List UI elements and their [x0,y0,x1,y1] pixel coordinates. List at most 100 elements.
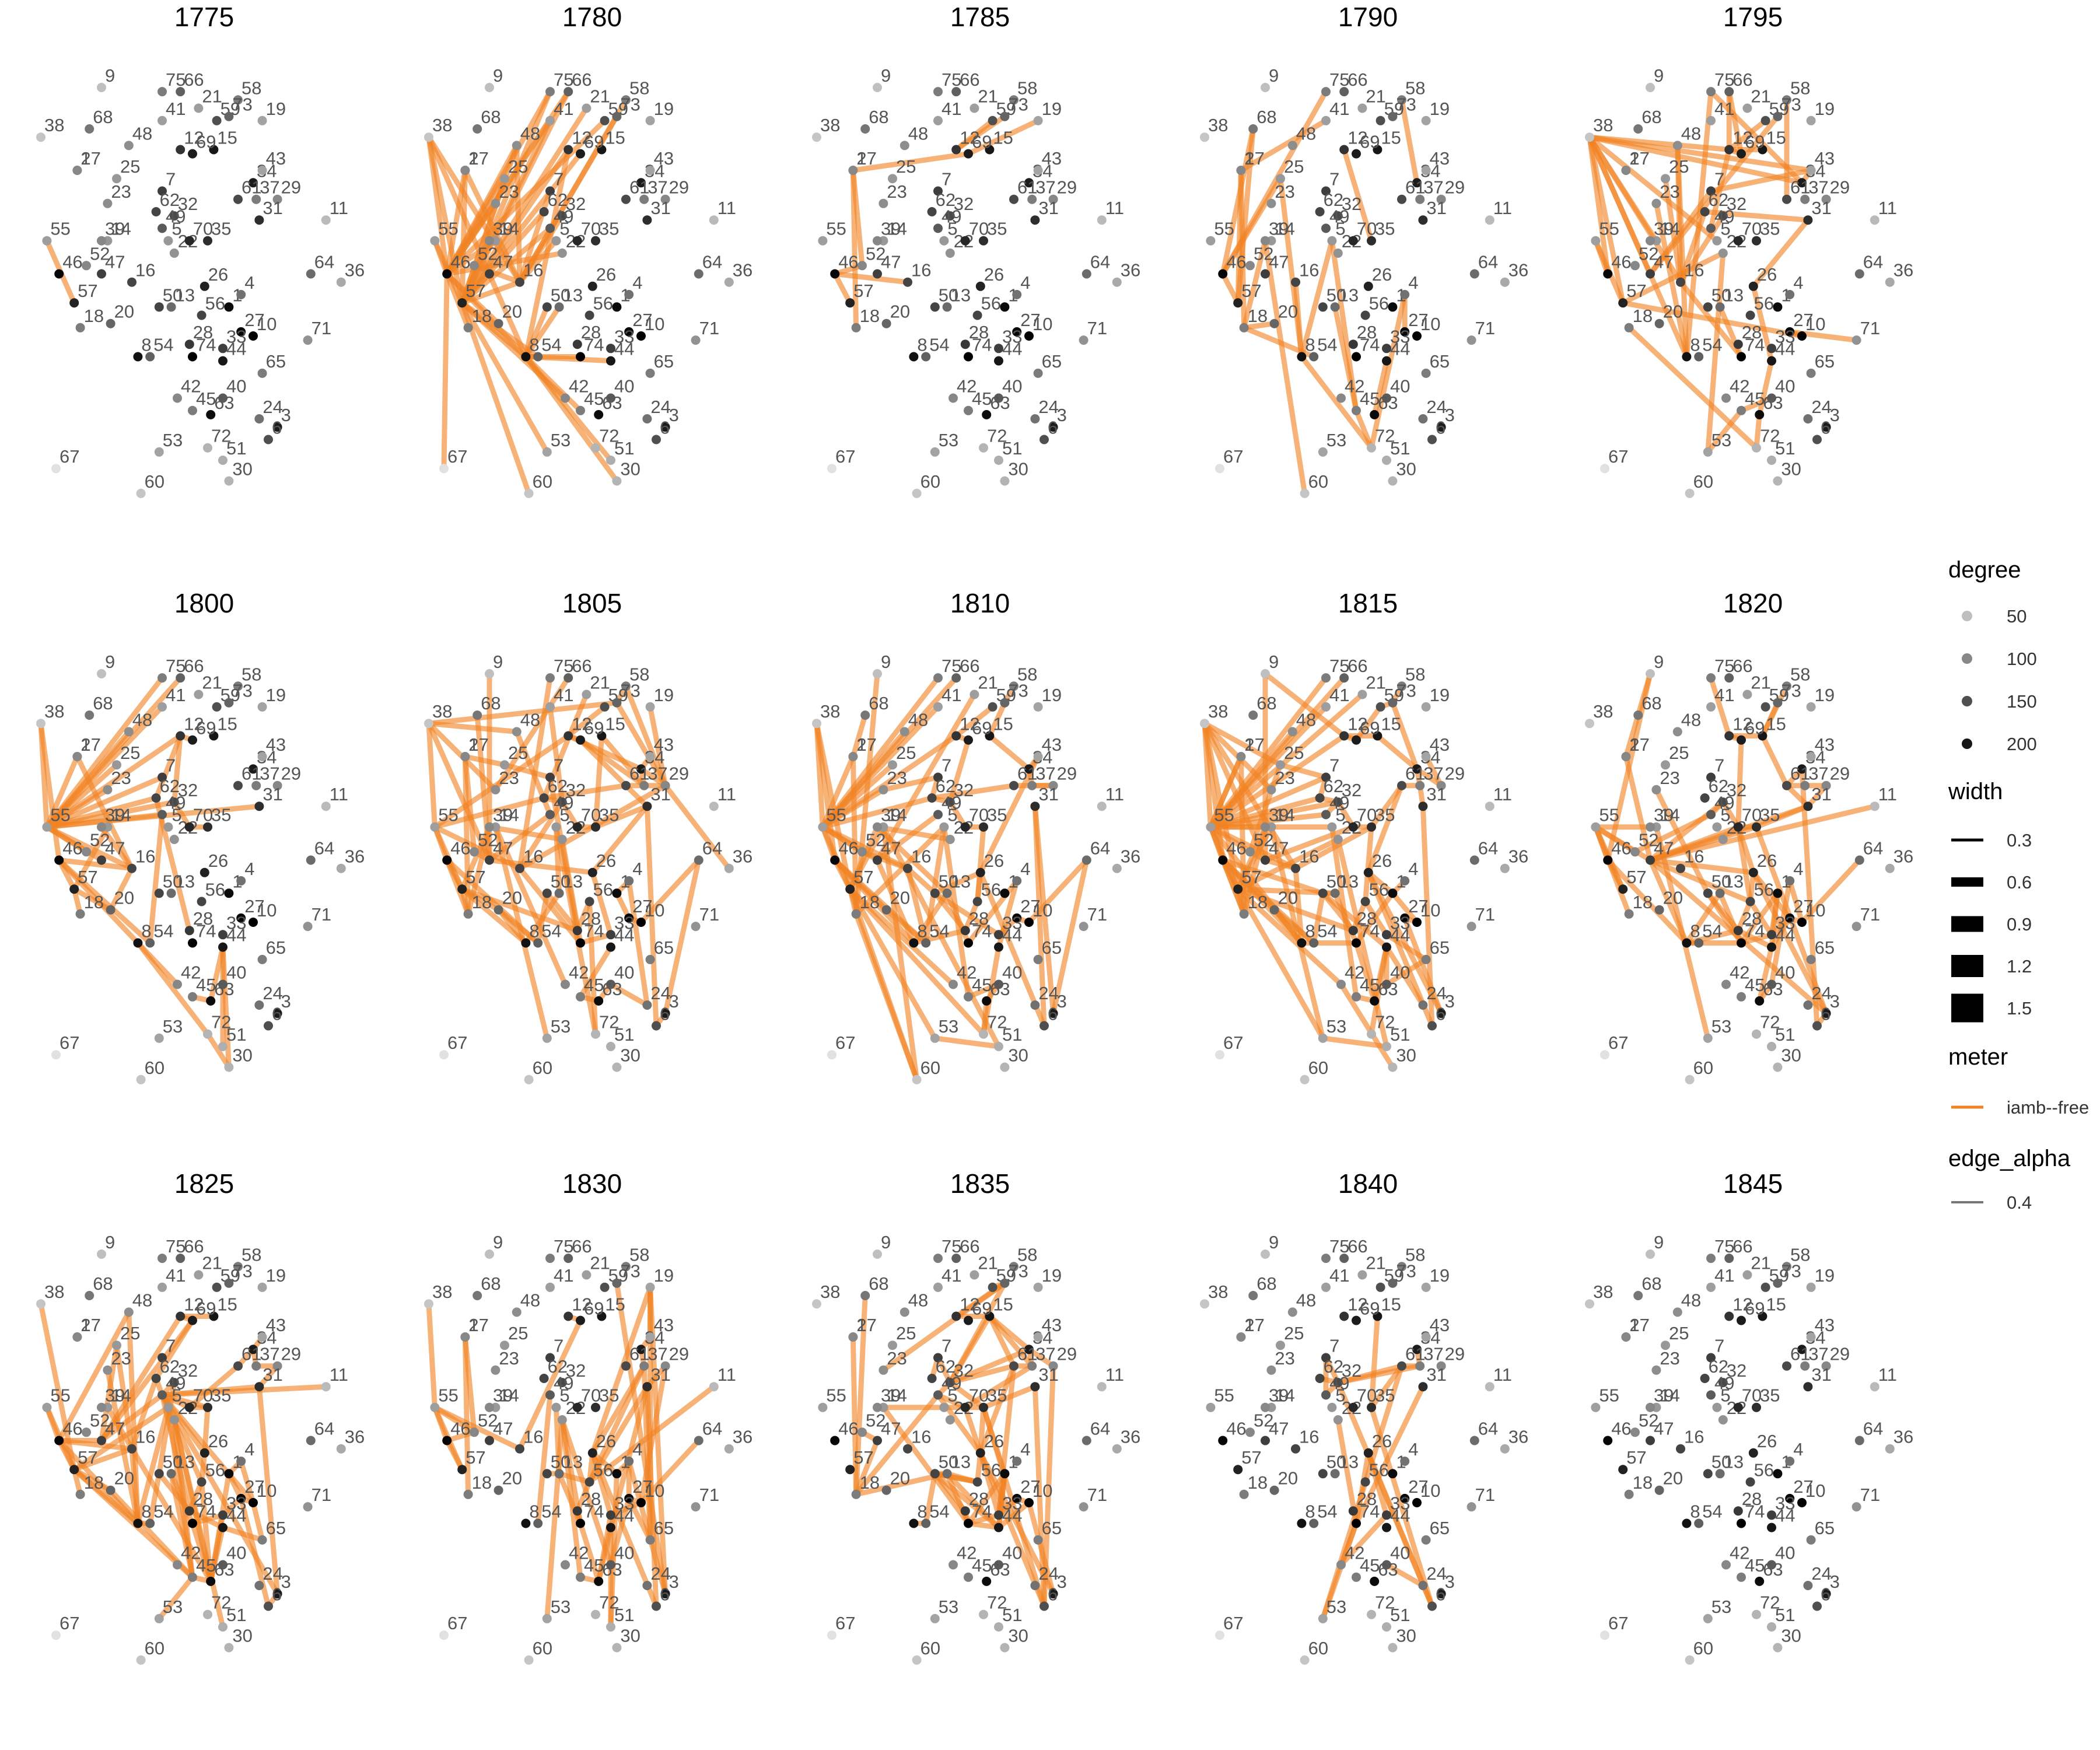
node-label-55: 55 [50,1385,70,1406]
nodes: 1234567891011121314151617181920212223242… [812,652,1140,1084]
node-label-46: 46 [62,1419,82,1439]
node-label-23: 23 [887,1348,907,1368]
node-29 [1436,780,1446,790]
node-24 [642,1000,652,1010]
node-8 [521,938,531,948]
node-label-61: 61 [1790,1344,1810,1364]
node-label-29: 29 [281,177,301,198]
node-label-19: 19 [1042,1265,1062,1286]
node-label-45: 45 [972,975,992,995]
node-label-74: 74 [972,335,992,355]
node-label-66: 66 [184,69,204,90]
node-41 [933,702,943,712]
node-label-55: 55 [438,1385,458,1406]
node-label-11: 11 [1493,1364,1512,1385]
node-37 [1027,780,1037,790]
node-35 [1752,236,1761,246]
node-65 [257,368,267,378]
node-55 [1591,236,1601,246]
node-63 [1755,410,1765,419]
node-label-29: 29 [1445,1344,1465,1364]
node-label-36: 36 [1121,846,1140,867]
node-label-17: 17 [856,734,876,755]
node-label-30: 30 [1008,1045,1028,1066]
node-label-36: 36 [345,846,365,867]
edge-46-52 [832,262,865,276]
node-label-37: 37 [1808,177,1828,198]
edge-24-4 [626,878,650,1008]
edge-47-26 [487,858,596,876]
node-32 [169,211,179,221]
node-label-25: 25 [508,156,528,177]
node-label-10: 10 [1420,314,1440,334]
node-74 [964,352,973,362]
edge-40-45 [1738,396,1774,414]
node-label-18: 18 [472,306,492,326]
node-label-75: 75 [942,656,961,676]
node-label-17: 17 [1244,734,1264,755]
edge-55-49 [1208,811,1329,830]
node-label-62: 62 [548,190,568,210]
node-label-65: 65 [1815,351,1835,372]
node-57 [1233,298,1243,308]
legend-degree-key [1962,611,1972,621]
node-label-54: 54 [1702,335,1722,355]
node-label-33: 33 [1002,326,1022,346]
node-label-57: 57 [1241,281,1261,301]
node-label-37: 37 [1035,177,1055,198]
edge-8-13 [523,890,562,946]
node-39 [1646,236,1655,246]
node-12 [1339,731,1349,741]
node-label-51: 51 [1002,438,1022,459]
node-label-20: 20 [502,1468,522,1489]
node-30 [1388,1062,1398,1072]
node-24 [1030,1000,1040,1010]
node-label-45: 45 [1360,388,1380,409]
node-label-3: 3 [281,405,291,425]
node-55 [42,822,52,832]
node-label-60: 60 [1693,1638,1713,1658]
node-label-44: 44 [614,339,634,359]
node-label-68: 68 [1256,107,1276,127]
node-32 [1718,211,1728,221]
node-label-48: 48 [132,123,152,144]
node-label-41: 41 [166,1265,186,1286]
node-43 [257,752,267,761]
node-27 [236,913,246,923]
node-59 [1760,116,1770,125]
nodes: 1234567891011121314151617181920212223242… [424,652,752,1084]
node-label-15: 15 [217,128,237,148]
node-73 [224,698,234,708]
edge-46-57 [444,1438,465,1472]
node-label-21: 21 [590,673,610,693]
node-label-4: 4 [632,859,642,879]
node-label-17: 17 [1629,734,1649,755]
node-label-3: 3 [281,991,291,1012]
edge-35-56 [1363,824,1374,904]
node-17 [460,752,470,761]
node-10 [636,331,646,341]
node-label-45: 45 [584,975,604,995]
node-label-71: 71 [312,318,331,338]
node-label-39: 39 [105,805,125,825]
node-label-66: 66 [572,69,592,90]
node-label-74: 74 [1745,921,1765,942]
node-52 [858,261,867,271]
node-52 [858,847,867,857]
node-label-9: 9 [881,1232,891,1252]
node-label-28: 28 [193,908,213,929]
node-63 [982,410,992,419]
node-label-7: 7 [1714,1336,1724,1356]
edge-20-54 [884,907,929,946]
node-60 [912,488,922,498]
edge-16-2 [74,754,135,872]
node-label-36: 36 [733,1427,752,1447]
node-75 [545,87,555,97]
edge-26-33 [590,870,614,937]
node-13 [554,888,564,898]
node-label-21: 21 [978,1253,998,1273]
nodes: 1234567891011121314151617181920212223242… [1585,65,1913,498]
node-30 [1388,476,1398,486]
node-7 [545,772,555,782]
edge-57-14 [71,824,110,892]
